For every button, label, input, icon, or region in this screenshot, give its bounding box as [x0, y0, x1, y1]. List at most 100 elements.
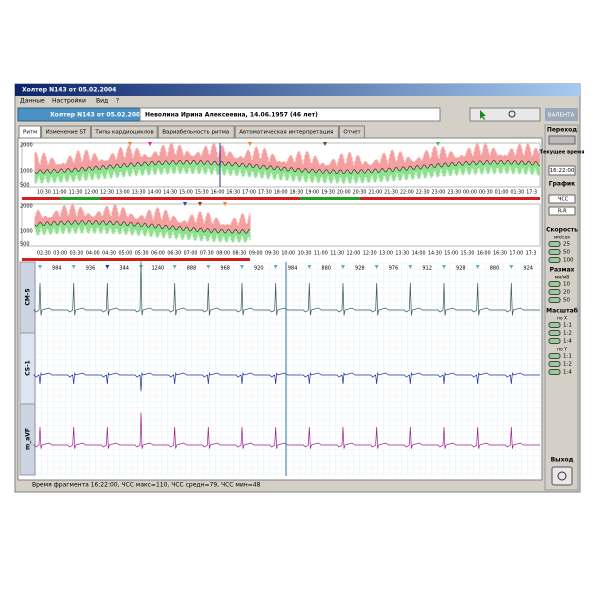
rr-label: 928 [456, 266, 466, 272]
option-label: ЧСС [558, 197, 569, 203]
time-label: 15:00 [444, 251, 458, 257]
time-label: 09:30 [265, 251, 279, 257]
ecg-grid [35, 262, 541, 476]
time-label: 06:30 [167, 251, 181, 257]
time-label: 19:30 [321, 190, 335, 196]
panel-text: Скорость [546, 227, 578, 234]
time-label: 11:00 [53, 190, 67, 196]
option-toggle[interactable] [548, 322, 561, 328]
menu-item[interactable]: Вид [96, 98, 108, 105]
time-label: 23:30 [447, 190, 461, 196]
time-label: 06:00 [151, 251, 165, 257]
tab-label: Ритм [23, 130, 37, 136]
option-toggle[interactable] [548, 281, 561, 287]
tab-label: Изменение ST [46, 130, 87, 136]
time-label: 07:30 [200, 251, 214, 257]
menu-item[interactable]: Настройки [52, 98, 86, 105]
time-label: 13:00 [379, 251, 393, 257]
quality-bar [22, 258, 250, 261]
time-label: 14:30 [428, 251, 442, 257]
trend-low [34, 222, 251, 243]
event-marker[interactable] [183, 202, 187, 206]
option-label: 50 [563, 250, 570, 256]
event-marker[interactable] [198, 202, 202, 206]
beat-marker [509, 265, 514, 269]
trend-low [34, 162, 541, 184]
option-toggle[interactable] [548, 353, 561, 359]
event-marker[interactable] [148, 142, 152, 146]
channel-label-box [19, 403, 36, 476]
panel-text: 16:22:00 [550, 168, 575, 174]
time-label: 21:30 [384, 190, 398, 196]
patient-box [139, 107, 441, 122]
tool-icons[interactable] [469, 107, 541, 122]
time-label: 15:00 [179, 190, 193, 196]
rr-label: 1240 [151, 266, 164, 272]
graph-toggle[interactable] [548, 194, 576, 204]
time-label: 01:30 [510, 190, 524, 196]
beat-marker [341, 265, 345, 269]
pointer-icon[interactable] [480, 110, 486, 120]
rr-label: 984 [52, 266, 62, 272]
option-toggle[interactable] [548, 369, 561, 375]
event-marker[interactable] [436, 142, 440, 146]
exit-button[interactable] [551, 466, 573, 486]
nav-buttons[interactable] [548, 135, 576, 145]
panel-text: по Y [557, 347, 567, 353]
graph-toggle[interactable] [548, 206, 576, 216]
ecg-trace [33, 412, 540, 449]
time-label: 12:00 [84, 190, 98, 196]
option-toggle[interactable] [548, 289, 561, 295]
time-label: 00:00 [463, 190, 477, 196]
event-marker[interactable] [223, 202, 227, 206]
ecg-trace [33, 261, 540, 316]
time-label: 16:30 [493, 251, 507, 257]
event-marker[interactable] [128, 142, 132, 146]
time-label: 05:00 [118, 251, 132, 257]
panel-text: Переход [547, 127, 577, 134]
beat-marker [374, 265, 379, 269]
rr-label: 968 [220, 266, 230, 272]
menu-item[interactable]: ? [116, 98, 119, 105]
time-label: 04:00 [86, 251, 100, 257]
panel-text: мм/мВ [555, 275, 570, 281]
option-toggle[interactable] [548, 297, 561, 303]
option-label: 1:4 [563, 339, 572, 345]
time-label: 17:00 [509, 251, 523, 257]
option-toggle[interactable] [548, 249, 561, 255]
option-label: 1:1 [563, 323, 572, 329]
time-label: 08:00 [216, 251, 230, 257]
beat-marker [172, 265, 177, 269]
time-label: 16:00 [211, 190, 225, 196]
time-label: 17:30 [258, 190, 272, 196]
time-box [548, 165, 576, 176]
time-label: 03:00 [53, 251, 67, 257]
title-bar [15, 84, 580, 96]
channel-label: CS-1 [25, 360, 32, 376]
option-label: 100 [563, 258, 574, 264]
menu-item[interactable]: Данные [20, 98, 45, 105]
option-label: 1:2 [563, 362, 572, 368]
option-toggle[interactable] [548, 241, 561, 247]
zoom-icon[interactable] [508, 110, 516, 118]
time-label: 14:00 [147, 190, 161, 196]
option-toggle[interactable] [548, 330, 561, 336]
time-label: 02:30 [37, 251, 51, 257]
time-label: 14:30 [163, 190, 177, 196]
option-label: 10 [563, 282, 570, 288]
ecg-area: 984 936 344 1240 888 968 920 984 880 928 976 912 928… [19, 261, 540, 476]
record-label: Холтер N143 от 05.02.2004 [50, 112, 144, 119]
option-toggle[interactable] [548, 338, 561, 344]
tab-label: Автоматическая интерпретация [239, 130, 333, 136]
event-marker[interactable] [323, 142, 327, 146]
option-toggle[interactable] [548, 361, 561, 367]
event-marker[interactable] [248, 142, 252, 146]
quality-good [300, 197, 360, 200]
option-label: 25 [563, 242, 570, 248]
rr-label: 976 [389, 266, 399, 272]
time-label: 23:00 [432, 190, 446, 196]
beat-marker [442, 265, 446, 269]
option-toggle[interactable] [548, 257, 561, 263]
time-label: 01:00 [495, 190, 509, 196]
time-label: 13:30 [395, 251, 409, 257]
